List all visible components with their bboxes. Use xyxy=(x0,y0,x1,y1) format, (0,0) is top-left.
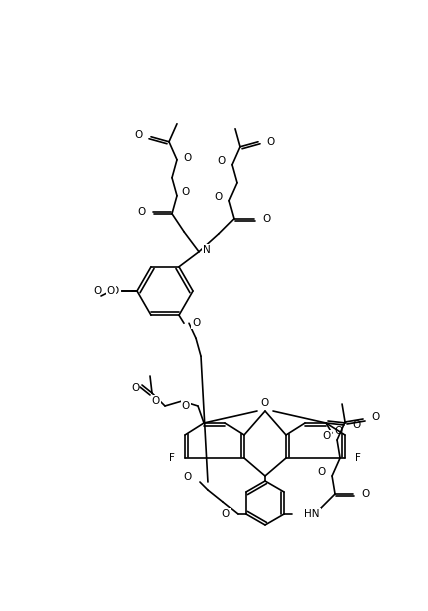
Text: O: O xyxy=(215,192,223,202)
Text: F: F xyxy=(169,453,175,463)
Text: O: O xyxy=(138,207,146,217)
Text: O: O xyxy=(135,130,143,140)
Text: O: O xyxy=(352,420,360,430)
Text: O: O xyxy=(323,431,331,441)
Text: O: O xyxy=(361,489,369,499)
Text: O: O xyxy=(94,286,102,296)
Text: HN: HN xyxy=(304,509,320,519)
Text: O: O xyxy=(262,214,270,224)
Text: O: O xyxy=(222,509,230,519)
Text: O: O xyxy=(334,426,342,436)
Text: O: O xyxy=(371,412,379,422)
Text: O: O xyxy=(182,401,190,411)
Text: O: O xyxy=(266,137,274,147)
Text: O: O xyxy=(132,383,140,393)
Text: O: O xyxy=(181,187,189,197)
Text: O: O xyxy=(261,398,269,408)
Text: O: O xyxy=(184,472,192,482)
Text: O: O xyxy=(107,286,115,296)
Text: O: O xyxy=(318,467,326,477)
Text: N: N xyxy=(203,245,211,255)
Text: O: O xyxy=(152,396,160,406)
Text: O: O xyxy=(112,286,120,296)
Text: O: O xyxy=(183,153,191,163)
Text: O: O xyxy=(111,286,119,296)
Text: F: F xyxy=(355,453,361,463)
Text: O: O xyxy=(218,156,226,166)
Text: O: O xyxy=(192,318,200,328)
